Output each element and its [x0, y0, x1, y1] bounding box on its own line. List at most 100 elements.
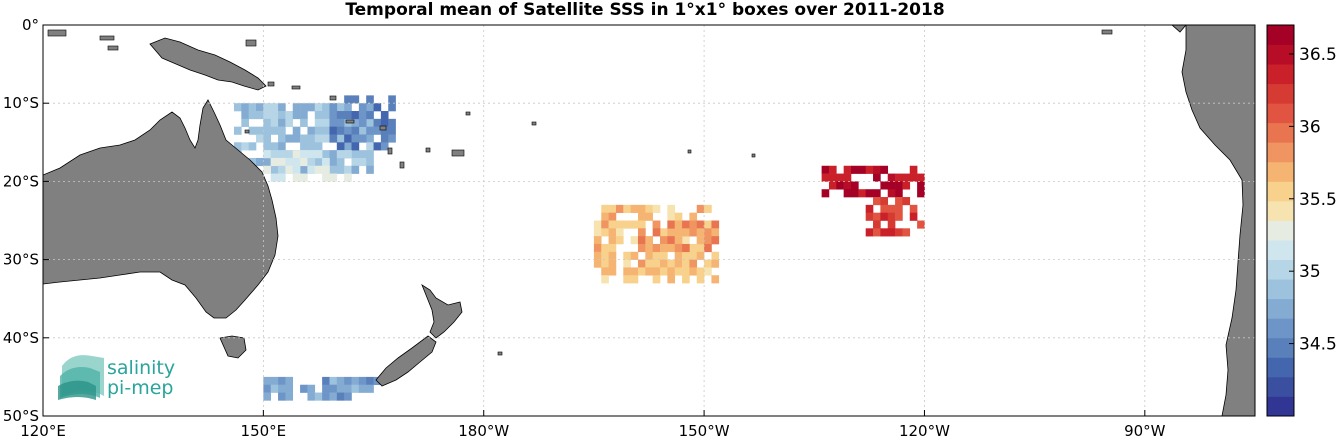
- sss-cell: [292, 103, 301, 112]
- sss-cell: [278, 150, 286, 159]
- sss-cell: [307, 150, 316, 159]
- sss-cell: [278, 376, 286, 386]
- sss-cell: [336, 134, 345, 143]
- sss-cell: [366, 118, 374, 127]
- sss-cell: [821, 189, 830, 198]
- sss-cell: [880, 204, 889, 213]
- sss-cell: [300, 142, 308, 151]
- sss-cell: [667, 212, 676, 221]
- sss-cell: [615, 204, 624, 213]
- sss-cell: [336, 157, 345, 167]
- sss-cell: [358, 126, 367, 135]
- sss-cell: [645, 212, 653, 221]
- sss-cell: [336, 126, 345, 135]
- sss-cell: [704, 236, 712, 245]
- sss-cell: [388, 134, 396, 143]
- sss-cell: [652, 243, 661, 253]
- sss-cell: [674, 236, 683, 245]
- sss-cell: [292, 150, 301, 159]
- sss-cell: [336, 376, 345, 386]
- sss-cell: [696, 204, 705, 213]
- sss-cell: [873, 212, 881, 221]
- colorbar-swatch: [1267, 161, 1294, 182]
- lon-tick-label: 180°W: [458, 422, 509, 438]
- sss-cell: [366, 157, 374, 167]
- sss-cell: [608, 243, 617, 253]
- sss-cell: [895, 212, 903, 221]
- sss-cell: [711, 236, 720, 245]
- sss-cell: [300, 134, 308, 143]
- sss-cell: [711, 275, 720, 284]
- sss-cell: [865, 165, 874, 174]
- sss-cell: [322, 118, 330, 127]
- tasmania-landmass: [219, 335, 247, 359]
- sss-cell: [623, 267, 631, 276]
- sss-cell: [344, 165, 352, 174]
- sss-cell: [660, 243, 668, 253]
- sss-cell: [689, 228, 698, 237]
- sss-cell: [314, 392, 323, 401]
- sss-cell: [601, 228, 609, 237]
- sss-cell: [880, 228, 889, 237]
- sss-cell: [711, 220, 720, 229]
- sss-cell: [270, 111, 279, 120]
- sss-cell: [307, 384, 316, 393]
- sss-cell: [351, 126, 360, 135]
- colorbar-swatch: [1267, 318, 1294, 339]
- sss-cell: [917, 173, 925, 182]
- sss-cell: [601, 204, 609, 213]
- sss-cell: [248, 142, 257, 151]
- sss-cell: [667, 204, 676, 213]
- sss-cell: [285, 150, 294, 159]
- sss-cell: [233, 126, 242, 135]
- sss-cell: [358, 111, 367, 120]
- sss-cell: [887, 181, 896, 190]
- sss-cell: [667, 236, 676, 245]
- sss-cell: [358, 118, 367, 127]
- sss-cell: [704, 228, 712, 237]
- sss-cell: [351, 384, 360, 393]
- sss-cell: [623, 251, 631, 260]
- sss-cell: [608, 267, 617, 276]
- sss-cell: [821, 173, 830, 182]
- sss-cell: [307, 134, 316, 143]
- salinity-pi-mep-logo: salinity pi-mep: [58, 355, 175, 400]
- sss-cell: [630, 204, 639, 213]
- sss-cell: [689, 259, 698, 268]
- axis-ticks: 120°E 150°E 180°W 150°W 120°W 90°W 0° 10°S 20°S 3…: [3, 16, 1166, 438]
- sss-cell: [689, 251, 698, 260]
- sss-cell: [895, 189, 903, 198]
- sss-cell: [909, 173, 918, 182]
- colorbar-tick-label: 36.5: [1299, 45, 1337, 65]
- sss-cell: [270, 173, 279, 182]
- sss-cell: [895, 204, 903, 213]
- sss-cell: [344, 95, 352, 104]
- sss-cell: [682, 275, 690, 284]
- sss-cell: [358, 103, 367, 112]
- sss-cell: [358, 157, 367, 167]
- sss-cell: [704, 220, 712, 229]
- colorbar-swatch: [1267, 220, 1294, 241]
- sss-cell: [821, 165, 830, 174]
- sss-cell: [344, 150, 352, 159]
- sss-cell: [270, 103, 279, 112]
- sss-cell: [388, 118, 396, 127]
- sss-cell: [322, 384, 330, 393]
- sss-cell: [248, 126, 257, 135]
- sss-cell: [674, 220, 683, 229]
- sss-cell: [909, 165, 918, 174]
- sss-cell: [351, 134, 360, 143]
- sss-cell: [344, 103, 352, 112]
- colorbar-tick-label: 36: [1299, 117, 1321, 137]
- sss-cell: [711, 228, 720, 237]
- sss-cell: [895, 181, 903, 190]
- land-masses: [43, 25, 1255, 416]
- sss-cell: [278, 142, 286, 151]
- sss-cell: [300, 157, 308, 167]
- sss-cell: [322, 150, 330, 159]
- sss-cell: [902, 181, 911, 190]
- sss-cell: [682, 259, 690, 268]
- sss-cell: [696, 236, 705, 245]
- sss-cell: [241, 103, 249, 112]
